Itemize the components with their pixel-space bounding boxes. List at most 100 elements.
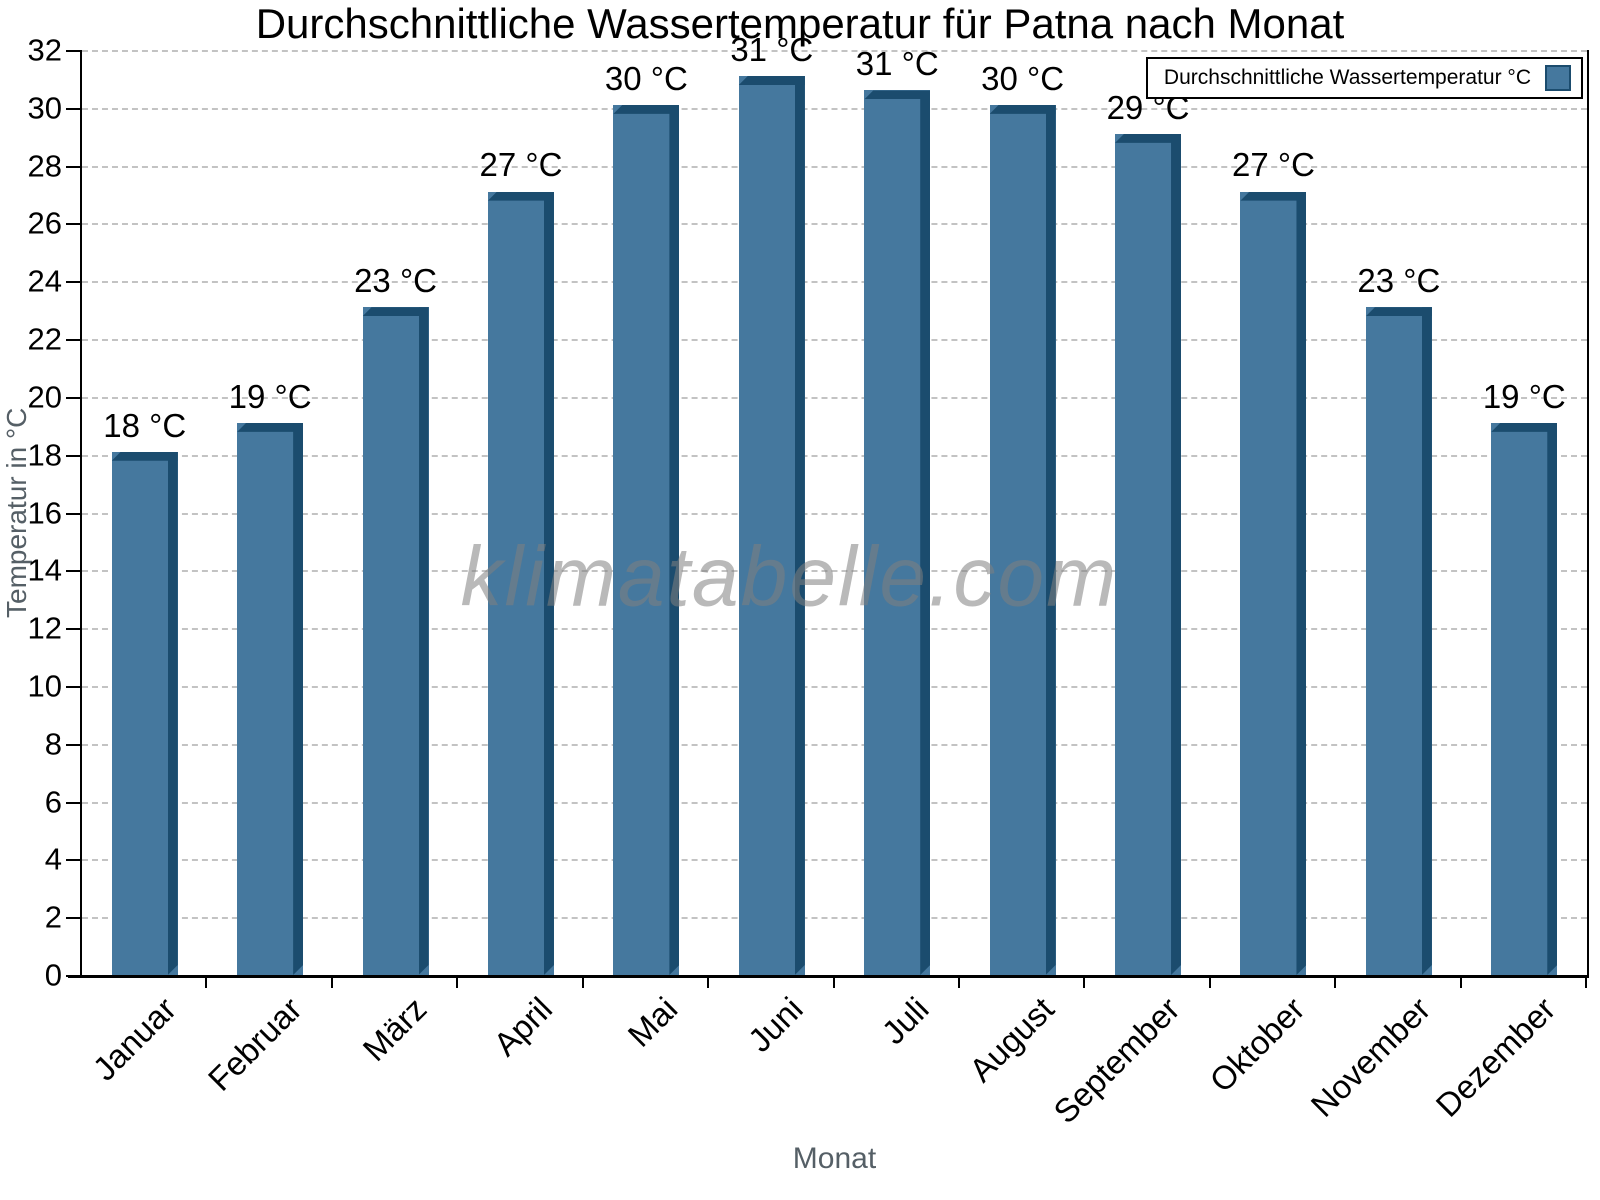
bar-value-label: 19 °C [228,377,312,415]
bar [738,76,805,975]
bar-top-face [362,307,429,317]
x-tick-label: September [1045,990,1187,1131]
gridline [82,801,1587,804]
x-tick-label: Januar [85,990,183,1088]
y-tick-label: 0 [44,957,62,993]
y-tick [66,339,82,342]
x-tick [330,975,333,988]
bar-side-face [1171,134,1181,975]
bar-value-label: 31 °C [855,45,939,83]
y-tick-label: 18 [27,437,62,473]
bar-value-label: 30 °C [981,59,1065,97]
bar-side-face [920,90,930,975]
bar-top-face [1240,191,1307,201]
x-tick-label: Februar [200,990,309,1098]
bar [1365,307,1432,975]
y-tick-label: 4 [44,841,62,877]
legend-swatch-icon [1545,65,1571,91]
bar [487,191,554,975]
y-tick [66,975,82,977]
watermark: klimatabelle.com [460,529,1119,624]
bar-top-face [1115,133,1182,143]
y-tick [66,917,82,920]
bar-top-face [989,104,1056,114]
gridline [82,339,1587,342]
bar [362,307,429,975]
gridline [82,396,1587,399]
gridline [82,165,1587,168]
x-tick [1334,975,1337,988]
x-tick [707,975,710,988]
x-tick [1208,975,1211,988]
x-tick [205,975,208,988]
gridline [82,281,1587,284]
bar-value-label: 31 °C [730,30,814,68]
x-tick [1585,975,1587,988]
bar-top-face [111,451,178,461]
bar-top-face [487,191,554,201]
x-tick [957,975,960,988]
x-axis-line [68,975,1589,978]
y-tick-label: 28 [27,148,62,184]
x-tick-label: Dezember [1428,990,1563,1124]
x-tick-label: Juli [874,990,936,1052]
bar-value-label: 19 °C [1482,377,1566,415]
y-tick-label: 14 [27,552,62,588]
y-tick-label: 22 [27,321,62,357]
bar-top-face [1491,422,1558,432]
bar-side-face [795,76,805,975]
y-tick [66,107,82,110]
bar-top-face [864,90,931,100]
y-tick-label: 20 [27,379,62,415]
gridline [82,454,1587,457]
x-tick [581,975,584,988]
x-tick [1459,975,1462,988]
x-tick [456,975,459,988]
bar [989,104,1056,975]
y-tick [66,512,82,515]
y-tick-label: 24 [27,263,62,299]
gridline [82,859,1587,862]
bar-value-label: 27 °C [1232,146,1315,184]
bar-value-label: 23 °C [354,261,437,299]
gridline [82,743,1587,746]
y-tick [66,801,82,804]
x-tick-label: April [486,990,560,1063]
x-tick-label: Oktober [1202,990,1312,1100]
x-tick-label: November [1303,990,1438,1124]
bar-side-face [168,452,178,975]
bar [613,104,680,975]
y-tick [66,223,82,226]
bar-side-face [293,423,303,975]
bar [237,422,304,975]
y-tick [66,859,82,862]
y-tick [66,396,82,399]
x-tick-label: Mai [620,990,685,1054]
bar-side-face [1046,105,1056,975]
x-tick-label: März [355,990,434,1069]
bar-top-face [738,76,805,86]
y-tick-label: 16 [27,495,62,530]
y-tick-label: 32 [27,32,62,68]
gridline [82,917,1587,920]
y-tick [66,743,82,746]
bar-side-face [1296,192,1306,975]
bar [1115,133,1182,975]
bar [864,90,931,975]
x-tick-label: August [961,990,1061,1089]
y-tick [66,165,82,168]
y-tick [66,570,82,573]
bar-top-face [1365,307,1432,317]
gridline [82,223,1587,226]
y-tick-label: 26 [27,205,62,241]
x-tick [832,975,835,988]
gridline [82,628,1587,631]
bar-side-face [419,307,429,975]
bar-value-label: 23 °C [1357,261,1441,299]
y-tick-label: 6 [44,784,62,820]
bar-top-face [613,104,680,114]
y-tick [66,685,82,688]
bar [111,451,178,975]
y-tick-label: 8 [44,726,62,762]
